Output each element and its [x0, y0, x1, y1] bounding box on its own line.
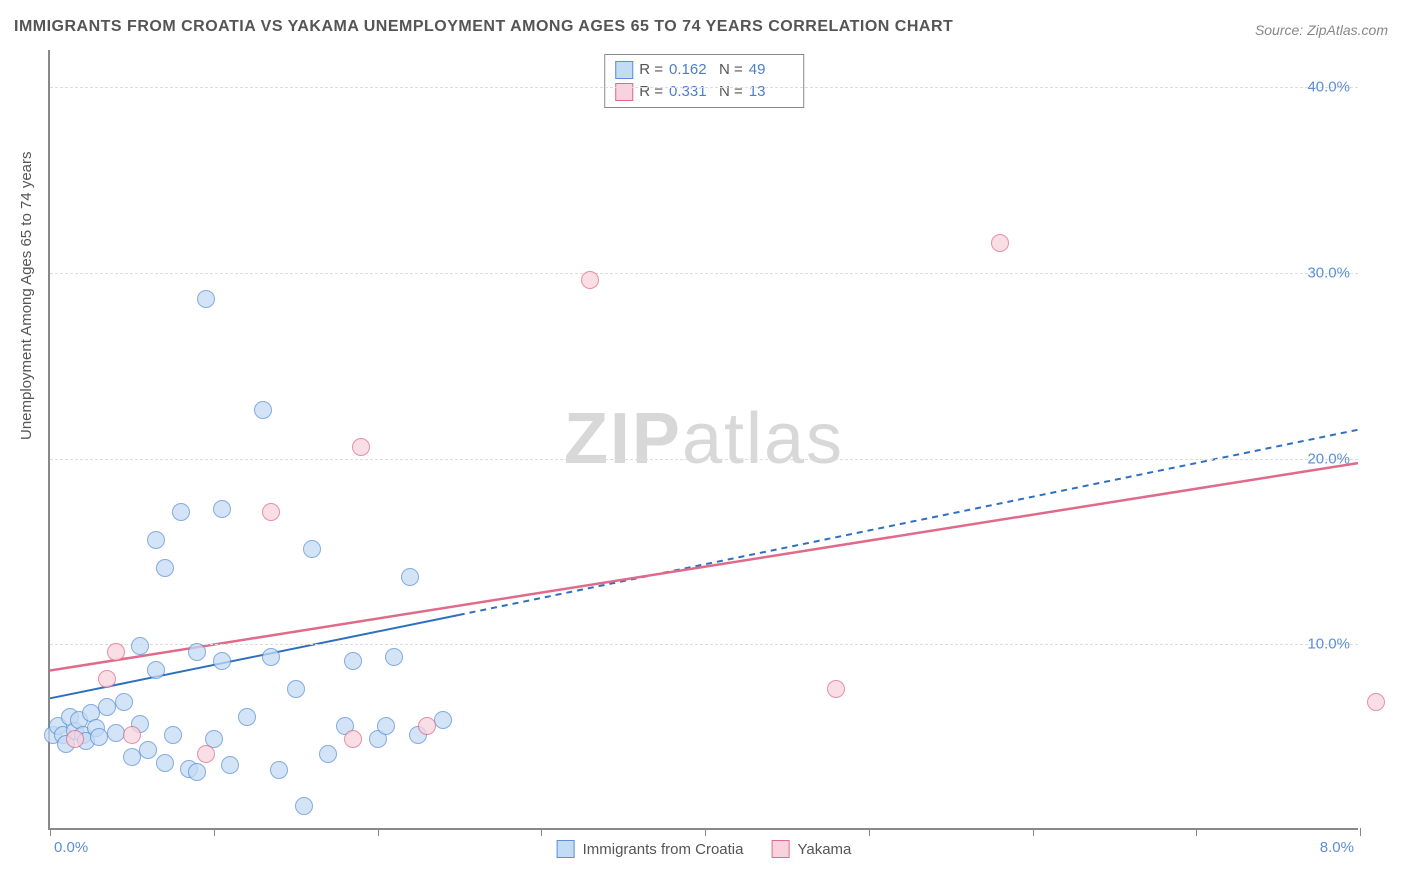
scatter-point	[287, 680, 305, 698]
swatch-series-1	[615, 83, 633, 101]
x-tick	[869, 828, 870, 836]
scatter-point	[197, 290, 215, 308]
scatter-point	[107, 643, 125, 661]
legend-swatch-0	[557, 840, 575, 858]
scatter-point	[98, 670, 116, 688]
scatter-point	[188, 643, 206, 661]
r-label-1: R =	[639, 81, 663, 103]
scatter-point	[147, 661, 165, 679]
watermark-bold: ZIP	[564, 399, 682, 479]
legend-item-1: Yakama	[771, 840, 851, 858]
scatter-point	[262, 503, 280, 521]
y-axis-label: Unemployment Among Ages 65 to 74 years	[18, 151, 35, 440]
x-max-label: 8.0%	[1320, 839, 1354, 856]
scatter-point	[344, 730, 362, 748]
scatter-point	[434, 711, 452, 729]
x-min-label: 0.0%	[54, 839, 88, 856]
scatter-point	[581, 271, 599, 289]
scatter-point	[156, 754, 174, 772]
x-tick	[1033, 828, 1034, 836]
scatter-point	[213, 652, 231, 670]
n-label-1: N =	[719, 81, 743, 103]
scatter-point	[123, 748, 141, 766]
scatter-point	[66, 730, 84, 748]
legend-label-1: Yakama	[797, 841, 851, 858]
scatter-point	[1367, 693, 1385, 711]
scatter-point	[90, 728, 108, 746]
scatter-point	[164, 726, 182, 744]
x-tick	[705, 828, 706, 836]
scatter-point	[188, 763, 206, 781]
source-label: Source: ZipAtlas.com	[1255, 22, 1388, 38]
scatter-point	[991, 234, 1009, 252]
gridline	[50, 273, 1358, 274]
x-tick	[214, 828, 215, 836]
y-tick-label: 30.0%	[1307, 264, 1350, 281]
chart-title: IMMIGRANTS FROM CROATIA VS YAKAMA UNEMPL…	[14, 18, 953, 36]
x-tick	[50, 828, 51, 836]
x-tick	[1360, 828, 1361, 836]
bottom-legend: Immigrants from Croatia Yakama	[557, 840, 852, 858]
scatter-point	[98, 698, 116, 716]
scatter-point	[262, 648, 280, 666]
gridline	[50, 644, 1358, 645]
legend-item-0: Immigrants from Croatia	[557, 840, 744, 858]
n-value-1: 13	[749, 81, 793, 103]
stat-row-series-1: R = 0.331 N = 13	[615, 81, 793, 103]
scatter-point	[319, 745, 337, 763]
scatter-point	[303, 540, 321, 558]
x-tick	[378, 828, 379, 836]
scatter-point	[418, 717, 436, 735]
y-tick-label: 40.0%	[1307, 79, 1350, 96]
x-tick	[1196, 828, 1197, 836]
scatter-point	[401, 568, 419, 586]
scatter-point	[123, 726, 141, 744]
scatter-point	[295, 797, 313, 815]
scatter-point	[197, 745, 215, 763]
scatter-point	[131, 637, 149, 655]
x-tick	[541, 828, 542, 836]
swatch-series-0	[615, 61, 633, 79]
r-value-0: 0.162	[669, 59, 713, 81]
scatter-point	[115, 693, 133, 711]
scatter-point	[139, 741, 157, 759]
watermark-light: atlas	[682, 399, 844, 479]
r-label-0: R =	[639, 59, 663, 81]
scatter-point	[213, 500, 231, 518]
legend-swatch-1	[771, 840, 789, 858]
watermark: ZIPatlas	[564, 398, 844, 480]
gridline	[50, 459, 1358, 460]
gridline	[50, 87, 1358, 88]
scatter-point	[344, 652, 362, 670]
y-tick-label: 10.0%	[1307, 636, 1350, 653]
scatter-point	[385, 648, 403, 666]
scatter-point	[352, 438, 370, 456]
scatter-point	[238, 708, 256, 726]
y-tick-label: 20.0%	[1307, 450, 1350, 467]
n-value-0: 49	[749, 59, 793, 81]
scatter-point	[377, 717, 395, 735]
stat-legend: R = 0.162 N = 49 R = 0.331 N = 13	[604, 54, 804, 108]
n-label-0: N =	[719, 59, 743, 81]
scatter-point	[107, 724, 125, 742]
stat-row-series-0: R = 0.162 N = 49	[615, 59, 793, 81]
legend-label-0: Immigrants from Croatia	[583, 841, 744, 858]
scatter-point	[147, 531, 165, 549]
r-value-1: 0.331	[669, 81, 713, 103]
scatter-point	[221, 756, 239, 774]
scatter-point	[172, 503, 190, 521]
plot-area: ZIPatlas R = 0.162 N = 49 R = 0.331 N = …	[48, 50, 1358, 830]
scatter-point	[827, 680, 845, 698]
scatter-point	[156, 559, 174, 577]
scatter-point	[254, 401, 272, 419]
scatter-point	[270, 761, 288, 779]
